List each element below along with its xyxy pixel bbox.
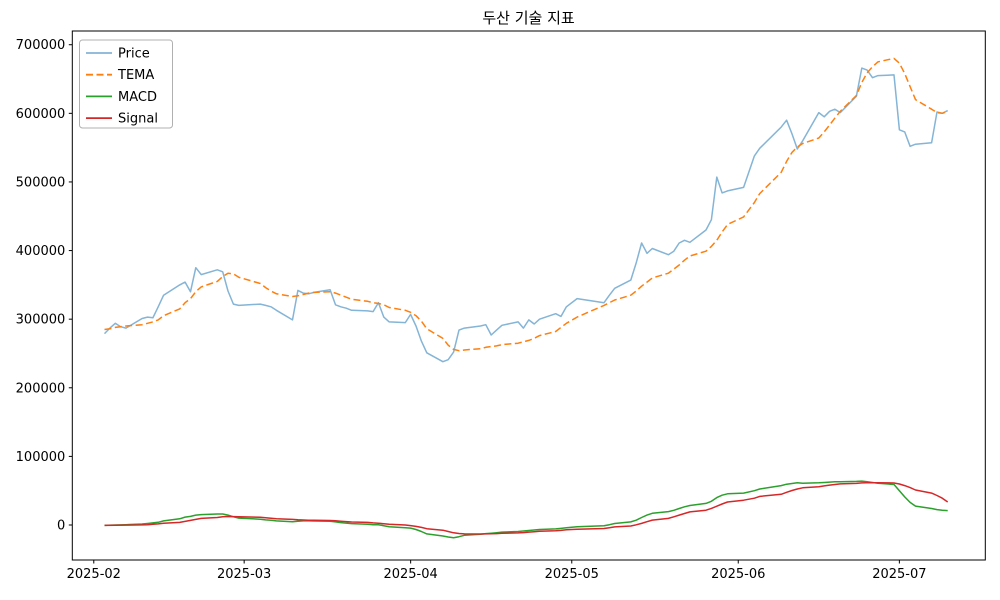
series-line-tema — [104, 57, 948, 352]
x-tick-label: 2025-03 — [217, 567, 271, 582]
y-tick-label: 400000 — [16, 244, 66, 259]
axis-ticks: 2025-02 2025-03 2025-04 2025-05 2025-06 2025-… — [16, 38, 927, 582]
chart-title: 두산 기술 지표 — [482, 9, 575, 27]
legend-box — [79, 39, 173, 129]
y-tick-label: 100000 — [16, 450, 66, 465]
x-tick-label: 2025-02 — [67, 567, 121, 582]
series-line-price — [103, 67, 949, 363]
plot-area — [71, 30, 986, 561]
y-tick-label: 0 — [57, 519, 65, 534]
legend-label-macd: MACD — [118, 90, 157, 105]
legend-label-signal: Signal — [118, 112, 158, 127]
x-tick-label: 2025-07 — [872, 567, 926, 582]
series-line-macd — [104, 480, 948, 539]
series-line-signal — [104, 481, 949, 535]
legend-label-price: Price — [118, 47, 150, 62]
x-tick-label: 2025-05 — [545, 567, 599, 582]
legend-label-tema: TEMA — [117, 68, 154, 83]
series-lines — [103, 57, 949, 539]
y-tick-label: 700000 — [16, 38, 66, 53]
x-tick-label: 2025-06 — [711, 567, 765, 582]
y-tick-label: 300000 — [16, 313, 66, 328]
y-tick-label: 500000 — [16, 175, 66, 190]
legend: Price TEMA MACD Signal — [79, 39, 173, 129]
y-tick-label: 200000 — [16, 381, 66, 396]
y-tick-label: 600000 — [16, 107, 66, 122]
x-tick-label: 2025-04 — [383, 567, 437, 582]
